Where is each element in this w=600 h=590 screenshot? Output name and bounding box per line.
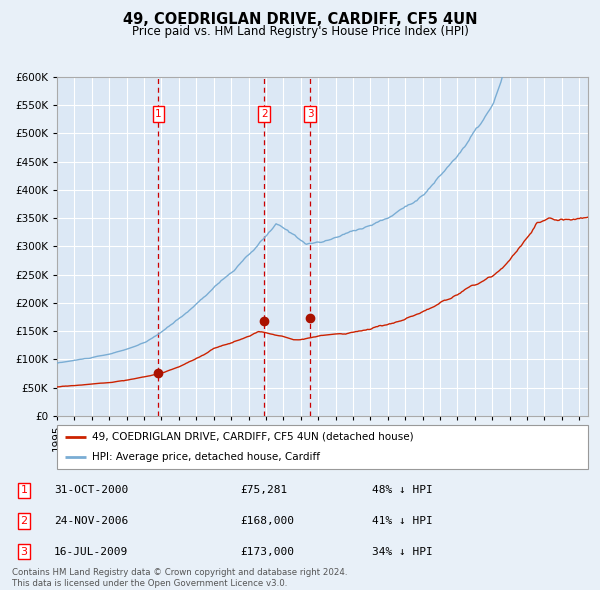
Text: HPI: Average price, detached house, Cardiff: HPI: Average price, detached house, Card… xyxy=(92,452,320,462)
Text: 1: 1 xyxy=(155,109,162,119)
Text: 2: 2 xyxy=(261,109,268,119)
Text: 49, COEDRIGLAN DRIVE, CARDIFF, CF5 4UN (detached house): 49, COEDRIGLAN DRIVE, CARDIFF, CF5 4UN (… xyxy=(92,432,413,442)
Text: 3: 3 xyxy=(20,547,28,556)
Text: 2: 2 xyxy=(20,516,28,526)
Text: 16-JUL-2009: 16-JUL-2009 xyxy=(54,547,128,556)
Text: £173,000: £173,000 xyxy=(240,547,294,556)
Text: Price paid vs. HM Land Registry's House Price Index (HPI): Price paid vs. HM Land Registry's House … xyxy=(131,25,469,38)
Text: £75,281: £75,281 xyxy=(240,486,287,495)
Text: £168,000: £168,000 xyxy=(240,516,294,526)
Text: 49, COEDRIGLAN DRIVE, CARDIFF, CF5 4UN: 49, COEDRIGLAN DRIVE, CARDIFF, CF5 4UN xyxy=(123,12,477,27)
Text: 31-OCT-2000: 31-OCT-2000 xyxy=(54,486,128,495)
Text: 48% ↓ HPI: 48% ↓ HPI xyxy=(372,486,433,495)
Text: Contains HM Land Registry data © Crown copyright and database right 2024.
This d: Contains HM Land Registry data © Crown c… xyxy=(12,568,347,588)
Text: 1: 1 xyxy=(20,486,28,495)
Text: 3: 3 xyxy=(307,109,313,119)
Text: 34% ↓ HPI: 34% ↓ HPI xyxy=(372,547,433,556)
Text: 24-NOV-2006: 24-NOV-2006 xyxy=(54,516,128,526)
Text: 41% ↓ HPI: 41% ↓ HPI xyxy=(372,516,433,526)
